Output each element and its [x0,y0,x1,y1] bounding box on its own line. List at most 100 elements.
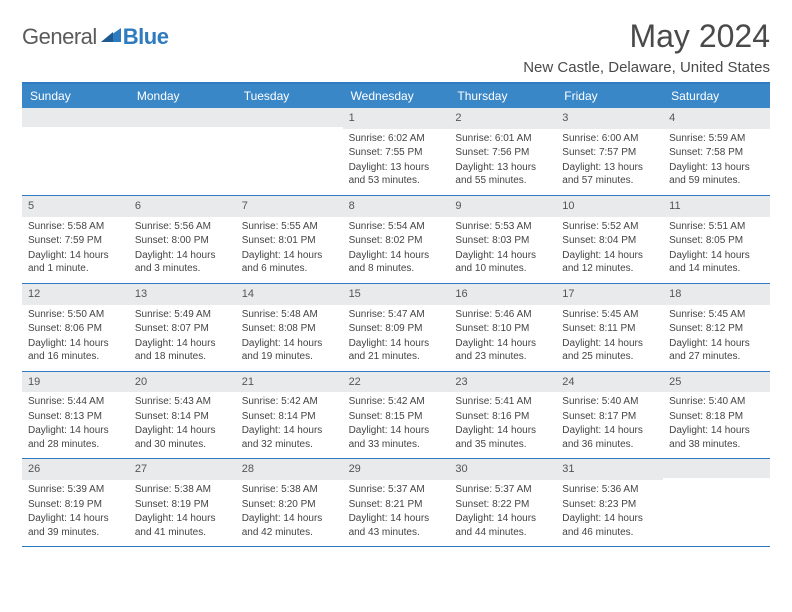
day-cell: 11Sunrise: 5:51 AMSunset: 8:05 PMDayligh… [663,196,770,283]
day-cell: 13Sunrise: 5:49 AMSunset: 8:07 PMDayligh… [129,284,236,371]
daylight-text: Daylight: 14 hours and 36 minutes. [562,424,657,451]
day-number [236,108,343,127]
calendar: SundayMondayTuesdayWednesdayThursdayFrid… [22,82,770,547]
day-number: 25 [663,372,770,393]
weekday-header-row: SundayMondayTuesdayWednesdayThursdayFrid… [22,84,770,108]
sunrise-text: Sunrise: 5:41 AM [455,395,550,409]
day-cell: 12Sunrise: 5:50 AMSunset: 8:06 PMDayligh… [22,284,129,371]
daylight-text: Daylight: 14 hours and 14 minutes. [669,249,764,276]
day-cell: 2Sunrise: 6:01 AMSunset: 7:56 PMDaylight… [449,108,556,195]
sunrise-text: Sunrise: 5:44 AM [28,395,123,409]
day-number: 10 [556,196,663,217]
daylight-text: Daylight: 14 hours and 35 minutes. [455,424,550,451]
sunset-text: Sunset: 8:00 PM [135,234,230,248]
location-text: New Castle, Delaware, United States [523,59,770,76]
sunset-text: Sunset: 8:10 PM [455,322,550,336]
day-cell: 24Sunrise: 5:40 AMSunset: 8:17 PMDayligh… [556,372,663,459]
day-details: Sunrise: 5:45 AMSunset: 8:11 PMDaylight:… [556,308,663,364]
sunrise-text: Sunrise: 5:37 AM [455,483,550,497]
sunrise-text: Sunrise: 5:50 AM [28,308,123,322]
weekday-header: Sunday [22,84,129,108]
header: General Blue May 2024 New Castle, Delawa… [22,18,770,76]
sunset-text: Sunset: 8:02 PM [349,234,444,248]
week-row: 19Sunrise: 5:44 AMSunset: 8:13 PMDayligh… [22,372,770,460]
day-number: 21 [236,372,343,393]
day-number [129,108,236,127]
day-cell: 17Sunrise: 5:45 AMSunset: 8:11 PMDayligh… [556,284,663,371]
day-details: Sunrise: 5:37 AMSunset: 8:21 PMDaylight:… [343,483,450,539]
day-cell: 22Sunrise: 5:42 AMSunset: 8:15 PMDayligh… [343,372,450,459]
day-number: 22 [343,372,450,393]
day-cell: 14Sunrise: 5:48 AMSunset: 8:08 PMDayligh… [236,284,343,371]
day-number: 8 [343,196,450,217]
daylight-text: Daylight: 14 hours and 28 minutes. [28,424,123,451]
sunrise-text: Sunrise: 5:36 AM [562,483,657,497]
day-cell [22,108,129,195]
daylight-text: Daylight: 14 hours and 12 minutes. [562,249,657,276]
sunrise-text: Sunrise: 5:43 AM [135,395,230,409]
day-details: Sunrise: 5:45 AMSunset: 8:12 PMDaylight:… [663,308,770,364]
sunrise-text: Sunrise: 5:56 AM [135,220,230,234]
sunrise-text: Sunrise: 5:45 AM [562,308,657,322]
daylight-text: Daylight: 14 hours and 23 minutes. [455,337,550,364]
daylight-text: Daylight: 14 hours and 18 minutes. [135,337,230,364]
daylight-text: Daylight: 14 hours and 43 minutes. [349,512,444,539]
day-cell: 28Sunrise: 5:38 AMSunset: 8:20 PMDayligh… [236,459,343,546]
day-cell: 9Sunrise: 5:53 AMSunset: 8:03 PMDaylight… [449,196,556,283]
sunrise-text: Sunrise: 5:52 AM [562,220,657,234]
day-number: 26 [22,459,129,480]
daylight-text: Daylight: 14 hours and 44 minutes. [455,512,550,539]
sunset-text: Sunset: 8:06 PM [28,322,123,336]
day-cell: 3Sunrise: 6:00 AMSunset: 7:57 PMDaylight… [556,108,663,195]
sunrise-text: Sunrise: 5:53 AM [455,220,550,234]
sunset-text: Sunset: 8:19 PM [28,498,123,512]
sunset-text: Sunset: 8:05 PM [669,234,764,248]
day-details: Sunrise: 5:39 AMSunset: 8:19 PMDaylight:… [22,483,129,539]
daylight-text: Daylight: 14 hours and 3 minutes. [135,249,230,276]
sunrise-text: Sunrise: 5:58 AM [28,220,123,234]
day-details: Sunrise: 5:59 AMSunset: 7:58 PMDaylight:… [663,132,770,188]
daylight-text: Daylight: 14 hours and 38 minutes. [669,424,764,451]
weekday-header: Thursday [449,84,556,108]
sunrise-text: Sunrise: 5:55 AM [242,220,337,234]
day-number: 1 [343,108,450,129]
weekday-header: Friday [556,84,663,108]
sunrise-text: Sunrise: 5:48 AM [242,308,337,322]
day-cell: 27Sunrise: 5:38 AMSunset: 8:19 PMDayligh… [129,459,236,546]
sunset-text: Sunset: 8:14 PM [242,410,337,424]
sunset-text: Sunset: 8:12 PM [669,322,764,336]
day-details: Sunrise: 5:58 AMSunset: 7:59 PMDaylight:… [22,220,129,276]
daylight-text: Daylight: 14 hours and 30 minutes. [135,424,230,451]
sunrise-text: Sunrise: 6:00 AM [562,132,657,146]
sunrise-text: Sunrise: 5:59 AM [669,132,764,146]
sunrise-text: Sunrise: 5:54 AM [349,220,444,234]
day-details: Sunrise: 5:55 AMSunset: 8:01 PMDaylight:… [236,220,343,276]
day-number: 16 [449,284,556,305]
day-details: Sunrise: 5:36 AMSunset: 8:23 PMDaylight:… [556,483,663,539]
day-details: Sunrise: 5:38 AMSunset: 8:19 PMDaylight:… [129,483,236,539]
daylight-text: Daylight: 14 hours and 42 minutes. [242,512,337,539]
day-cell [663,459,770,546]
sunrise-text: Sunrise: 5:51 AM [669,220,764,234]
logo: General Blue [22,18,168,50]
weeks-grid: 1 Sunrise: 6:02 AMSunset: 7:55 PMDaylight… [22,108,770,547]
day-number: 4 [663,108,770,129]
day-number: 28 [236,459,343,480]
day-number: 12 [22,284,129,305]
daylight-text: Daylight: 14 hours and 21 minutes. [349,337,444,364]
day-cell: 23Sunrise: 5:41 AMSunset: 8:16 PMDayligh… [449,372,556,459]
week-row: 26 Sunrise: 5:39 AMSunset: 8:19 PMDayligh… [22,459,770,547]
day-details: Sunrise: 6:02 AMSunset: 7:55 PMDaylight:… [343,132,450,188]
day-number: 15 [343,284,450,305]
sunrise-text: Sunrise: 5:45 AM [669,308,764,322]
day-number: 31 [556,459,663,480]
day-number: 9 [449,196,556,217]
day-details: Sunrise: 6:01 AMSunset: 7:56 PMDaylight:… [449,132,556,188]
daylight-text: Daylight: 14 hours and 41 minutes. [135,512,230,539]
day-number [663,459,770,478]
sunrise-text: Sunrise: 5:47 AM [349,308,444,322]
day-cell: 29Sunrise: 5:37 AMSunset: 8:21 PMDayligh… [343,459,450,546]
day-details: Sunrise: 5:42 AMSunset: 8:14 PMDaylight:… [236,395,343,451]
sunrise-text: Sunrise: 5:37 AM [349,483,444,497]
day-cell: 8Sunrise: 5:54 AMSunset: 8:02 PMDaylight… [343,196,450,283]
